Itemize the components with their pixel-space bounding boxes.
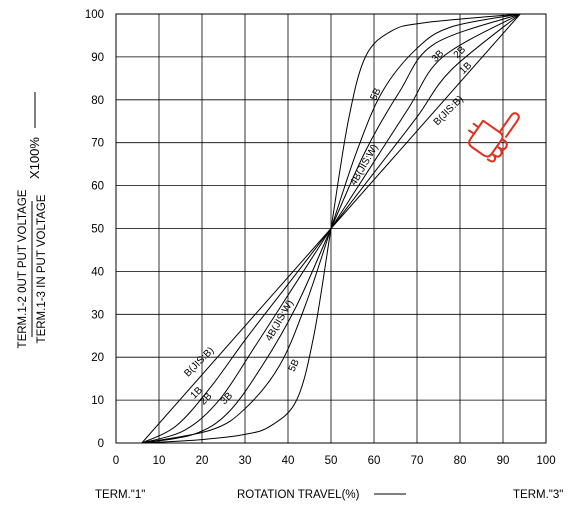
x-tick-label: 60: [368, 455, 381, 467]
x-tick-label: 50: [325, 455, 338, 467]
y-tick-label: 70: [91, 138, 104, 150]
y-axis-factor-text: X100%: [27, 137, 42, 179]
x-tick-label: 80: [454, 455, 467, 467]
curve-2b: [141, 13, 521, 444]
y-tick-label: 10: [91, 395, 104, 407]
curves: [141, 13, 521, 444]
y-tick-label: 20: [91, 352, 104, 364]
y-axis-label: TERM.1-2 0UT PUT VOLTAGE TERM.1-3 IN PUT…: [17, 189, 48, 348]
y-axis-label-numerator: TERM.1-2 0UT PUT VOLTAGE: [17, 189, 29, 348]
curve-label: 2B: [452, 44, 469, 61]
curve-5b: [141, 13, 521, 444]
x-tick-label: 70: [411, 455, 424, 467]
x-tick-label: 30: [239, 455, 252, 467]
y-axis-factor: X100%: [27, 92, 42, 179]
y-tick-label: 90: [91, 52, 104, 64]
curve-label: 5B: [368, 86, 383, 102]
x-tick-label: 40: [282, 455, 295, 467]
y-tick-label: 30: [91, 309, 104, 321]
curve-label: 4B(JIS:W): [348, 143, 380, 188]
y-tick-label: 0: [98, 438, 104, 450]
y-tick-label: 100: [85, 9, 104, 21]
y-tick-label: 60: [91, 181, 104, 193]
terminal-3-label: TERM."3": [513, 489, 563, 501]
curve-label: B(JIS:B): [182, 345, 216, 379]
y-tick-label: 50: [91, 224, 104, 236]
y-tick-label: 80: [91, 95, 104, 107]
curve-b-jis-b: [141, 13, 521, 444]
plot-frame: [115, 13, 547, 444]
x-tick-label: 90: [497, 455, 510, 467]
y-axis-label-denominator: TERM.1-3 IN PUT VOLTAGE: [36, 194, 48, 343]
x-tick-labels: 0 10 20 30 40 50 60 70 80 90 100: [113, 455, 556, 467]
curve-label: 5B: [287, 357, 302, 373]
y-tick-labels: 0 10 20 30 40 50 60 70 80 90 100: [85, 9, 104, 450]
curve-3b: [141, 13, 521, 444]
x-tick-label: 20: [196, 455, 209, 467]
x-axis-label: ROTATION TRAVEL(%): [237, 489, 360, 501]
x-tick-label: 100: [536, 455, 555, 467]
curve-1b: [141, 13, 521, 444]
curve-label: 3B: [219, 390, 236, 407]
x-tick-label: 10: [153, 455, 166, 467]
terminal-1-label: TERM."1": [95, 489, 145, 501]
pointing-hand-icon: [468, 112, 520, 163]
x-tick-label: 0: [113, 455, 119, 467]
curve-label: 3B: [430, 48, 447, 65]
y-tick-label: 40: [91, 266, 104, 278]
curve-label: B(JIS:B): [432, 94, 466, 128]
